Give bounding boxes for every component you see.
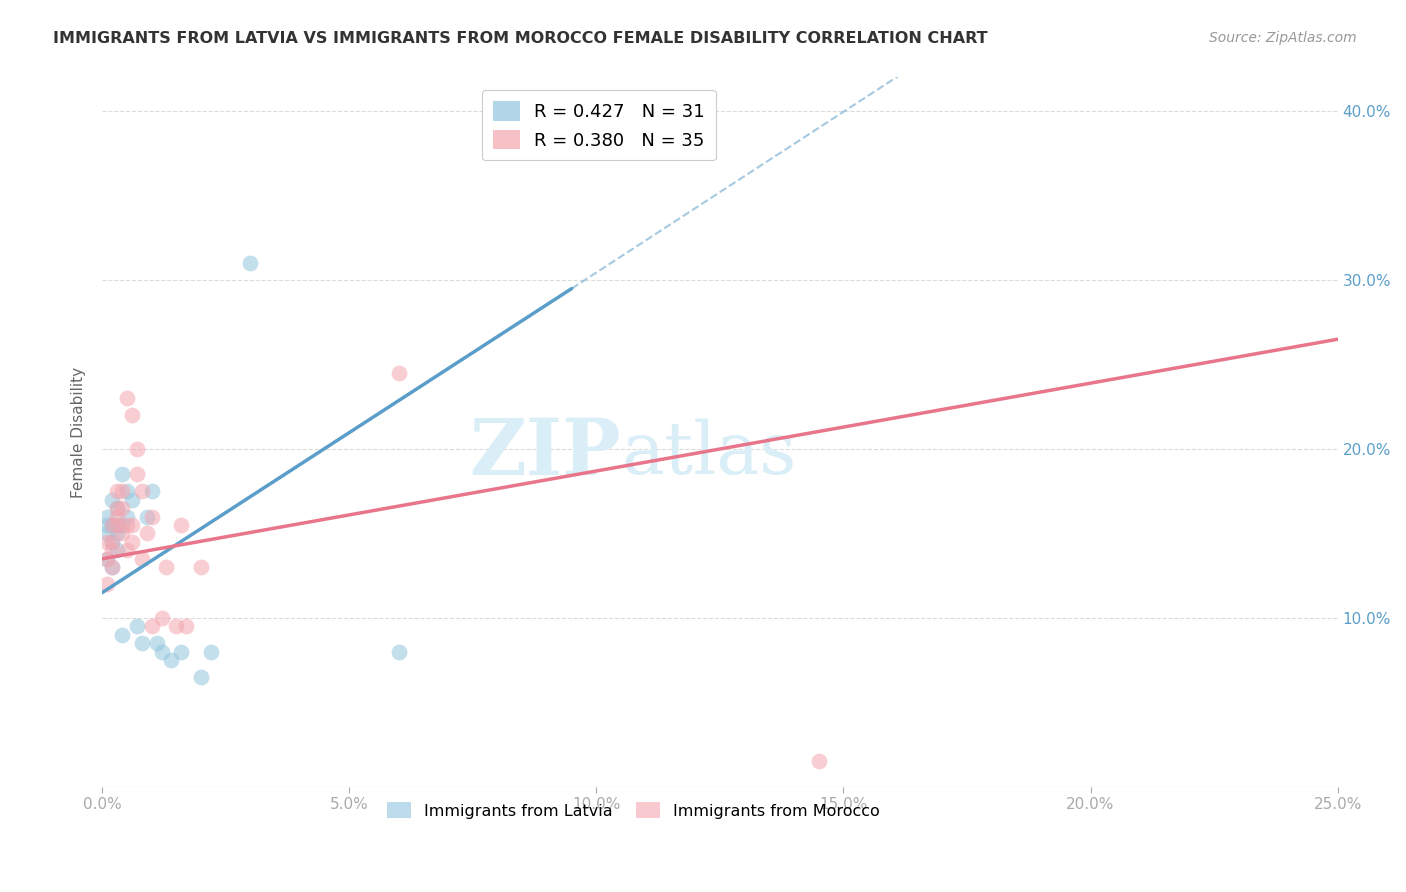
Point [121,518,143,533]
Point [101,518,124,533]
Point [131,484,153,499]
Point [121,535,143,549]
Point [135,526,157,541]
Point [141,509,163,524]
Point [111,467,134,482]
Point [105,501,128,516]
Point [807,755,830,769]
Point [115,543,138,558]
Text: IMMIGRANTS FROM LATVIA VS IMMIGRANTS FROM MOROCCO FEMALE DISABILITY CORRELATION : IMMIGRANTS FROM LATVIA VS IMMIGRANTS FRO… [53,31,988,46]
Point [190,560,212,574]
Point [101,492,124,507]
Point [111,526,134,541]
Point [239,256,262,270]
Point [115,392,138,406]
Point [141,619,163,633]
Point [160,653,183,667]
Point [96,551,118,566]
Point [388,366,411,380]
Point [165,619,187,633]
Point [111,501,134,516]
Point [141,484,163,499]
Point [96,551,118,566]
Point [105,484,128,499]
Point [174,619,197,633]
Point [150,611,173,625]
Legend: Immigrants from Latvia, Immigrants from Morocco: Immigrants from Latvia, Immigrants from … [381,796,886,825]
Point [121,492,143,507]
Point [105,526,128,541]
Point [105,509,128,524]
Point [131,551,153,566]
Point [125,442,148,456]
Point [125,467,148,482]
Point [115,518,138,533]
Point [121,409,143,423]
Point [135,509,157,524]
Point [96,577,118,591]
Point [96,518,118,533]
Point [115,484,138,499]
Point [96,509,118,524]
Text: Source: ZipAtlas.com: Source: ZipAtlas.com [1209,31,1357,45]
Point [150,645,173,659]
Point [145,636,167,650]
Point [111,628,134,642]
Point [170,645,193,659]
Y-axis label: Female Disability: Female Disability [72,367,86,498]
Point [190,670,212,684]
Point [101,535,124,549]
Point [200,645,222,659]
Point [170,518,193,533]
Point [101,535,124,549]
Point [125,619,148,633]
Point [105,543,128,558]
Text: ZIP: ZIP [470,416,621,491]
Point [101,560,124,574]
Point [101,518,124,533]
Point [561,129,583,144]
Point [101,543,124,558]
Point [101,560,124,574]
Point [388,645,411,659]
Point [111,484,134,499]
Point [105,501,128,516]
Point [105,518,128,533]
Point [96,535,118,549]
Text: atlas: atlas [621,418,796,489]
Point [131,636,153,650]
Point [96,526,118,541]
Point [155,560,177,574]
Point [115,509,138,524]
Point [105,518,128,533]
Point [111,518,134,533]
